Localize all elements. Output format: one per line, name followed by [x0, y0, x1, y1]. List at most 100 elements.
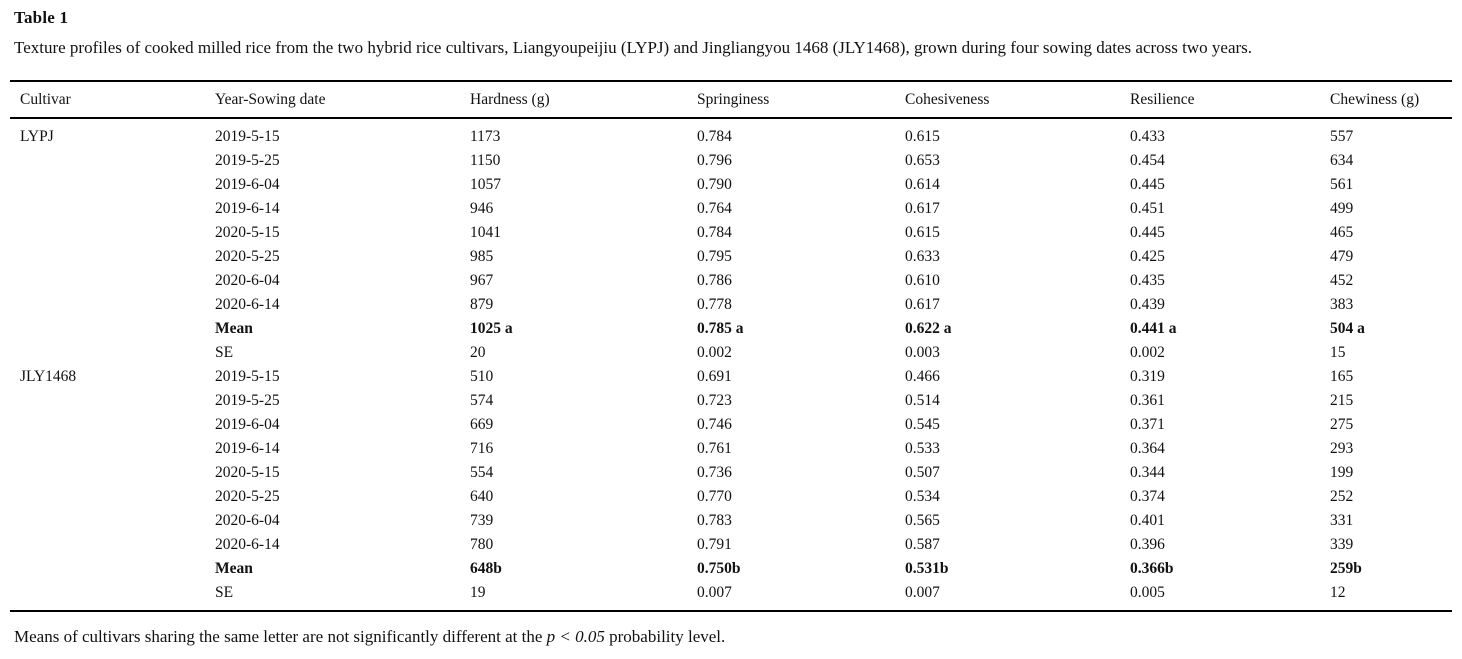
cell-hardness: 669: [470, 416, 494, 433]
cell-chewiness: 479: [1330, 248, 1354, 265]
cell-year-sowing-date: 2019-5-15: [215, 128, 280, 145]
cell-cultivar: [10, 269, 205, 293]
col-header-hardness: Hardness (g): [460, 81, 687, 119]
cell-year-sowing-date: 2020-5-25: [215, 248, 280, 265]
cell-hardness: 510: [470, 368, 494, 385]
table-header: Cultivar Year-Sowing date Hardness (g) S…: [10, 81, 1452, 119]
cell-resilience: 0.361: [1130, 392, 1165, 409]
cell-resilience: 0.445: [1130, 176, 1165, 193]
col-header-cohesiveness: Cohesiveness: [895, 81, 1120, 119]
cell-hardness: 1057: [470, 176, 501, 193]
cell-cohesiveness: 0.614: [905, 176, 940, 193]
texture-profile-table: Cultivar Year-Sowing date Hardness (g) S…: [10, 80, 1452, 612]
footnote-text: Means of cultivars sharing the same lett…: [14, 627, 547, 646]
table-row: 2019-6-14 716 0.761 0.533 0.364 293: [10, 437, 1452, 461]
cell-cohesiveness: 0.531b: [905, 560, 949, 577]
cell-springiness: 0.785 a: [697, 320, 744, 337]
cell-cohesiveness: 0.545: [905, 416, 940, 433]
cell-hardness: 967: [470, 272, 494, 289]
cell-springiness: 0.723: [697, 392, 732, 409]
table-body: LYPJ 2019-5-15 1173 0.784 0.615 0.433 557 2019-…: [10, 118, 1452, 611]
cell-springiness: 0.790: [697, 176, 732, 193]
cell-cultivar: [10, 437, 205, 461]
cell-cohesiveness: 0.533: [905, 440, 940, 457]
col-header-chewiness: Chewiness (g): [1320, 81, 1452, 119]
table-row: 2020-5-15 554 0.736 0.507 0.344 199: [10, 461, 1452, 485]
cell-cohesiveness: 0.617: [905, 200, 940, 217]
table-caption: Texture profiles of cooked milled rice f…: [14, 38, 1253, 57]
cell-cultivar: [10, 245, 205, 269]
cell-chewiness: 12: [1330, 584, 1346, 601]
cell-cohesiveness: 0.653: [905, 152, 940, 169]
cell-cultivar: [10, 413, 205, 437]
cell-resilience: 0.005: [1130, 584, 1165, 601]
cell-chewiness: 383: [1330, 296, 1354, 313]
cell-hardness: 1025 a: [470, 320, 513, 337]
cell-year-sowing-date: 2019-6-14: [215, 200, 280, 217]
cell-chewiness: 634: [1330, 152, 1354, 169]
cell-springiness: 0.691: [697, 368, 732, 385]
cell-cohesiveness: 0.615: [905, 224, 940, 241]
cell-year-sowing-date: SE: [215, 584, 234, 601]
cell-cohesiveness: 0.514: [905, 392, 940, 409]
cell-springiness: 0.761: [697, 440, 732, 457]
cell-cultivar: [10, 389, 205, 413]
cell-cohesiveness: 0.565: [905, 512, 940, 529]
table-row: 2019-5-25 1150 0.796 0.653 0.454 634: [10, 149, 1452, 173]
cell-chewiness: 165: [1330, 368, 1354, 385]
cell-year-sowing-date: Mean: [215, 560, 253, 577]
cell-year-sowing-date: SE: [215, 344, 234, 361]
cell-cultivar: [10, 173, 205, 197]
table-row: JLY1468 2019-5-15 510 0.691 0.466 0.319 165: [10, 365, 1452, 389]
table-row: 2020-5-25 640 0.770 0.534 0.374 252: [10, 485, 1452, 509]
cell-year-sowing-date: 2019-6-04: [215, 416, 280, 433]
cell-year-sowing-date: 2020-5-15: [215, 464, 280, 481]
cell-hardness: 1041: [470, 224, 501, 241]
cell-chewiness: 199: [1330, 464, 1354, 481]
cell-hardness: 1173: [470, 128, 501, 145]
cell-cohesiveness: 0.622 a: [905, 320, 952, 337]
cell-cohesiveness: 0.610: [905, 272, 940, 289]
cell-year-sowing-date: 2020-6-04: [215, 272, 280, 289]
cell-hardness: 554: [470, 464, 494, 481]
cell-cultivar: LYPJ: [20, 128, 54, 145]
cell-resilience: 0.425: [1130, 248, 1165, 265]
cell-springiness: 0.791: [697, 536, 732, 553]
cell-year-sowing-date: 2020-5-15: [215, 224, 280, 241]
cell-springiness: 0.750b: [697, 560, 741, 577]
cell-chewiness: 15: [1330, 344, 1346, 361]
cell-cohesiveness: 0.587: [905, 536, 940, 553]
cell-springiness: 0.736: [697, 464, 732, 481]
cell-resilience: 0.396: [1130, 536, 1165, 553]
cell-cultivar: [10, 293, 205, 317]
cell-springiness: 0.007: [697, 584, 732, 601]
cell-springiness: 0.746: [697, 416, 732, 433]
cell-cultivar: [10, 461, 205, 485]
cell-hardness: 985: [470, 248, 494, 265]
table-row: 2020-5-15 1041 0.784 0.615 0.445 465: [10, 221, 1452, 245]
cell-chewiness: 339: [1330, 536, 1354, 553]
cell-chewiness: 259b: [1330, 560, 1362, 577]
cell-cultivar: JLY1468: [20, 368, 77, 385]
cell-cohesiveness: 0.466: [905, 368, 940, 385]
cell-springiness: 0.795: [697, 248, 732, 265]
cell-hardness: 20: [470, 344, 486, 361]
col-header-springiness: Springiness: [687, 81, 895, 119]
cell-year-sowing-date: 2019-5-25: [215, 152, 280, 169]
cell-hardness: 716: [470, 440, 494, 457]
table-row: 2020-6-14 780 0.791 0.587 0.396 339: [10, 533, 1452, 557]
cell-year-sowing-date: 2019-5-25: [215, 392, 280, 409]
cell-cultivar: [10, 197, 205, 221]
cell-springiness: 0.786: [697, 272, 732, 289]
cell-chewiness: 293: [1330, 440, 1354, 457]
cell-cultivar: [10, 317, 205, 341]
cell-resilience: 0.439: [1130, 296, 1165, 313]
cell-springiness: 0.778: [697, 296, 732, 313]
cell-chewiness: 504 a: [1330, 320, 1365, 337]
cell-springiness: 0.784: [697, 224, 732, 241]
cell-cohesiveness: 0.003: [905, 344, 940, 361]
cell-chewiness: 331: [1330, 512, 1354, 529]
table-footnote: Means of cultivars sharing the same lett…: [14, 625, 1452, 649]
cell-resilience: 0.371: [1130, 416, 1165, 433]
cell-cohesiveness: 0.615: [905, 128, 940, 145]
